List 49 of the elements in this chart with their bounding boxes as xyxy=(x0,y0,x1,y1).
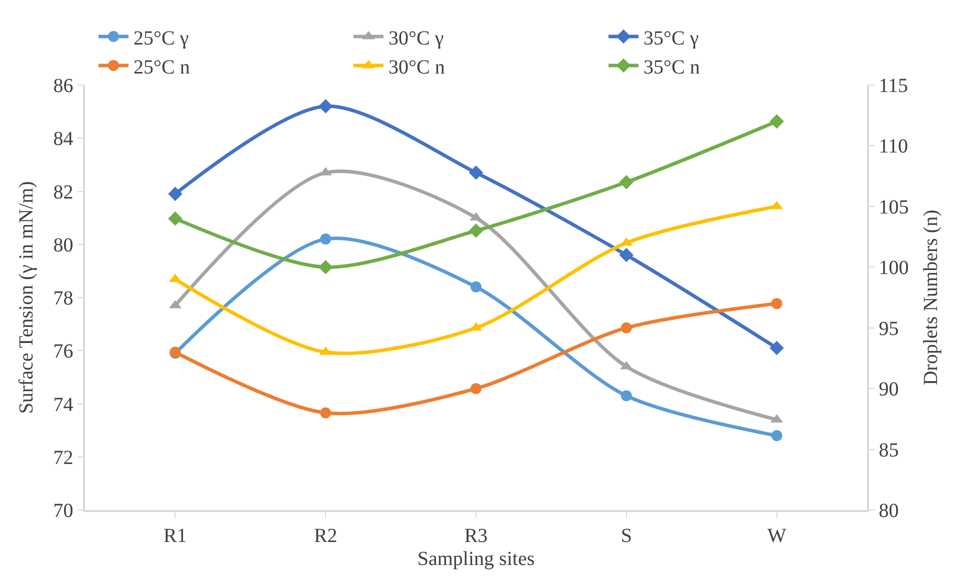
y-tick-label: 82 xyxy=(53,181,74,204)
x-tick-label: W xyxy=(767,524,786,547)
y2-tick-label: 105 xyxy=(878,196,909,218)
y2-tick-label: 95 xyxy=(878,318,899,340)
point xyxy=(771,430,782,442)
point xyxy=(168,186,182,202)
legend-label: 35°C n xyxy=(644,56,700,78)
y-tick-label: 84 xyxy=(53,128,74,150)
x-axis-title: Sampling sites xyxy=(417,548,535,570)
y-tick-label: 72 xyxy=(53,446,74,469)
y2-tick-label: 115 xyxy=(878,75,908,97)
point xyxy=(470,383,482,394)
y2-tick-label: 90 xyxy=(878,378,899,401)
legend-label: 25°C n xyxy=(134,56,190,78)
legend-label: 35°C γ xyxy=(644,27,699,50)
point xyxy=(770,114,784,129)
y-axis-title: Surface Tension (γ in mN/m) xyxy=(15,181,38,414)
y-tick-label: 80 xyxy=(53,234,74,256)
y-tick-label: 78 xyxy=(53,288,74,310)
point xyxy=(468,224,484,238)
legend-label: 30°C γ xyxy=(388,27,444,50)
point xyxy=(770,340,784,356)
y2-tick-label: 80 xyxy=(878,500,899,522)
point xyxy=(620,322,632,334)
y-tick-label: 74 xyxy=(53,394,74,416)
x-tick-label: R1 xyxy=(164,524,187,547)
point xyxy=(619,248,634,262)
point xyxy=(470,281,482,292)
point xyxy=(468,166,484,180)
y2-tick-label: 110 xyxy=(878,136,908,158)
point xyxy=(320,407,332,418)
y2-tick-label: 100 xyxy=(878,257,909,280)
point xyxy=(320,234,332,245)
point xyxy=(318,99,333,114)
point xyxy=(168,211,182,226)
y-tick-label: 70 xyxy=(53,500,74,522)
y-tick-label: 76 xyxy=(53,340,74,363)
x-tick-label: S xyxy=(620,524,632,547)
legend-label: 30°C n xyxy=(388,56,445,78)
y2-axis-title: Droplets Numbers (n) xyxy=(920,210,942,386)
y2-tick-label: 85 xyxy=(878,439,899,462)
point xyxy=(318,260,333,274)
x-tick-label: R2 xyxy=(314,524,338,547)
y-tick-label: 86 xyxy=(53,75,74,97)
point xyxy=(619,174,634,190)
legend-label: 25°C γ xyxy=(134,27,189,50)
x-tick-label: R3 xyxy=(464,524,488,547)
point xyxy=(771,298,782,310)
point xyxy=(620,390,632,402)
